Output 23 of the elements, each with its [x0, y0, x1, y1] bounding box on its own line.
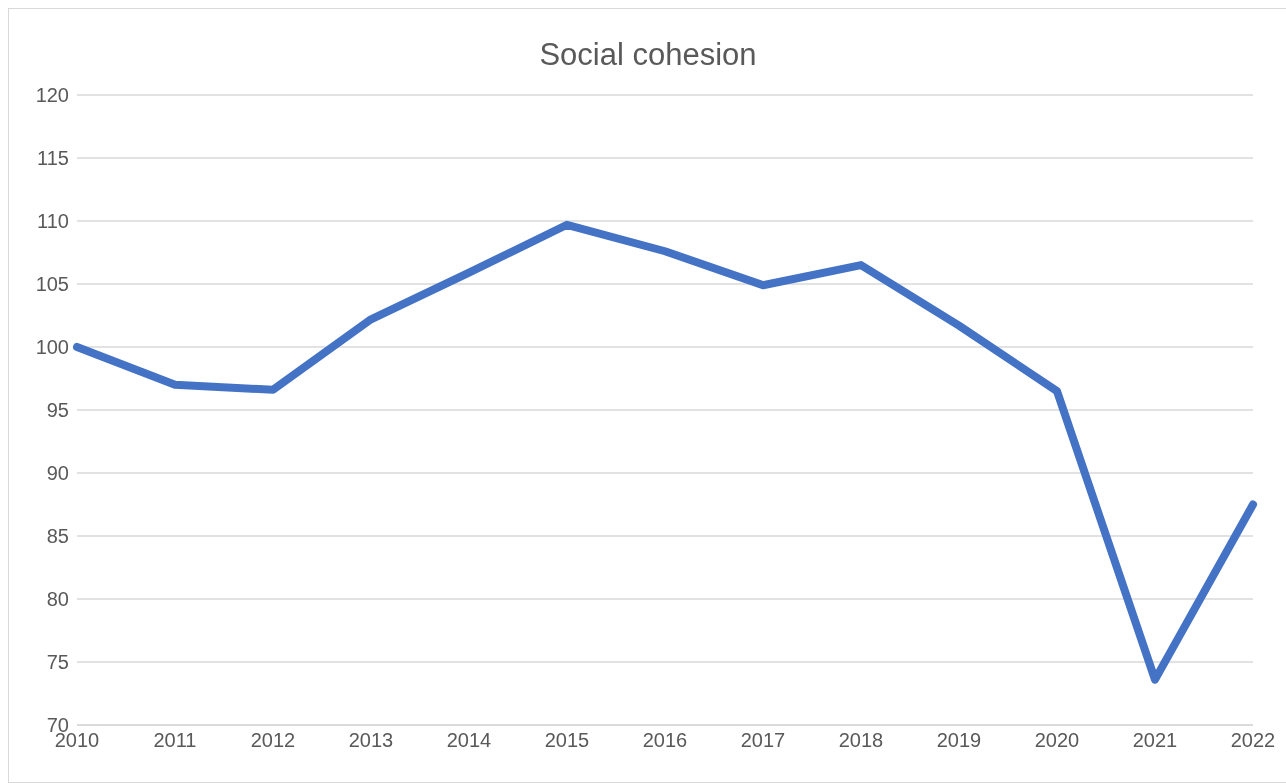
x-tick-label: 2022: [1230, 729, 1276, 752]
x-tick-label: 2015: [544, 729, 590, 752]
x-tick-label: 2020: [1034, 729, 1080, 752]
x-tick-label: 2014: [446, 729, 492, 752]
y-tick-label: 75: [46, 651, 69, 674]
x-tick-label: 2019: [936, 729, 982, 752]
y-tick-label: 105: [35, 273, 69, 296]
x-tick-label: 2012: [250, 729, 296, 752]
y-tick-label: 100: [35, 336, 69, 359]
chart-title: Social cohesion: [538, 37, 758, 73]
x-tick-label: 2021: [1132, 729, 1178, 752]
y-tick-label: 80: [46, 588, 69, 611]
y-tick-label: 95: [46, 399, 69, 422]
x-tick-label: 2016: [642, 729, 688, 752]
x-tick-label: 2011: [153, 729, 197, 752]
y-tick-label: 120: [35, 84, 69, 107]
y-tick-label: 90: [46, 462, 69, 485]
x-tick-label: 2013: [348, 729, 394, 752]
x-tick-label: 2017: [740, 729, 786, 752]
y-tick-label: 110: [37, 210, 69, 233]
x-tick-label: 2018: [838, 729, 884, 752]
y-tick-label: 115: [37, 147, 69, 170]
y-tick-label: 85: [46, 525, 69, 548]
